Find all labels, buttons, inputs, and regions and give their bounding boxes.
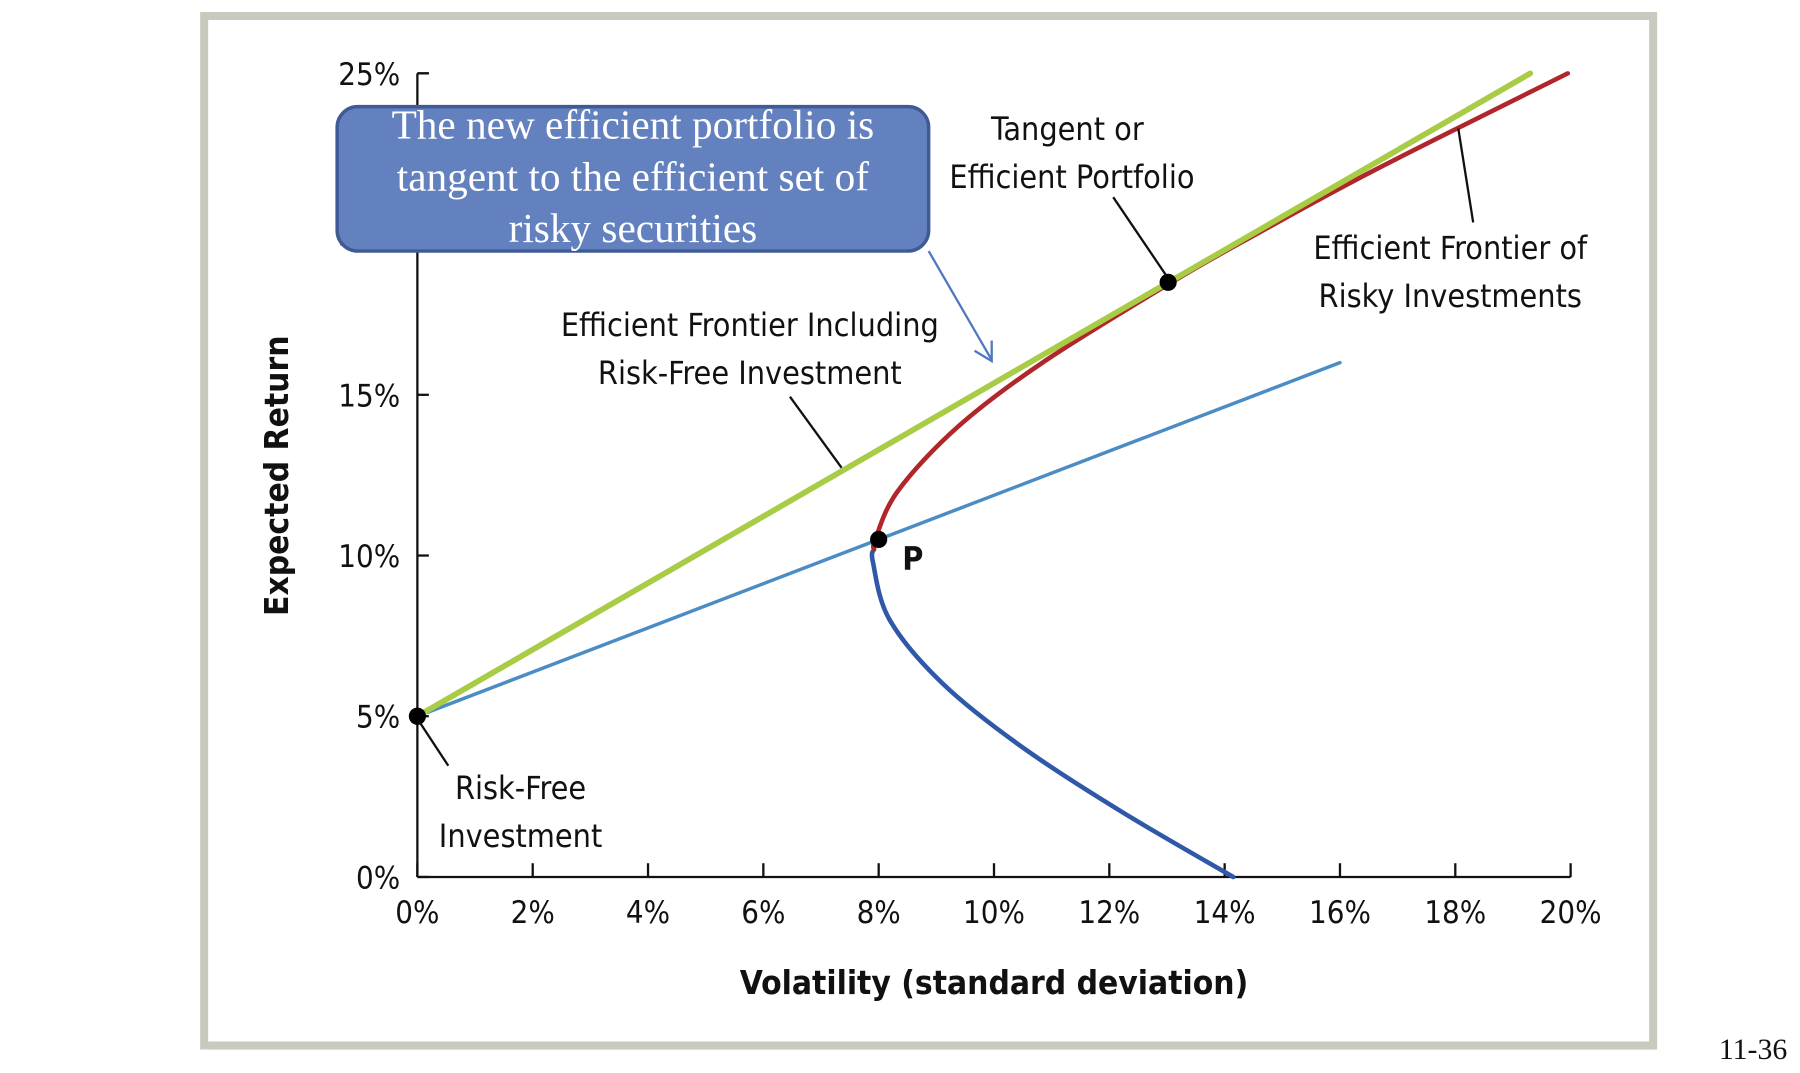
- x-tick-label: 2%: [511, 895, 555, 931]
- x-tick-label: 4%: [626, 895, 670, 931]
- page-number: 11-36: [1719, 1033, 1788, 1066]
- x-tick-label: 18%: [1424, 895, 1486, 931]
- annotation-frontier-risky-2: Risky Investments: [1319, 277, 1582, 315]
- y-tick-label: 15%: [338, 378, 400, 414]
- frontier-risky-leader: [1457, 128, 1475, 223]
- frontier-lower-curve: [869, 546, 1236, 880]
- callout-line-1: The new efficient portfolio is: [392, 102, 875, 148]
- tangent-leader: [1112, 196, 1167, 276]
- annotation-frontier-rf-2: Risk-Free Investment: [598, 354, 902, 392]
- annotation-tangent-1: Tangent or: [990, 110, 1144, 148]
- callout-box: [335, 104, 931, 253]
- capital-line-tangent: [414, 70, 1534, 720]
- y-tick-label: 10%: [338, 539, 400, 575]
- x-tick-label: 12%: [1078, 895, 1140, 931]
- x-tick-label: 6%: [741, 895, 785, 931]
- y-tick-label: 25%: [338, 57, 400, 93]
- callout-line-3: risky securities: [509, 205, 758, 251]
- annotation-frontier-risky-1: Efficient Frontier of: [1313, 229, 1588, 267]
- x-tick-label: 16%: [1309, 895, 1371, 931]
- frontier-upper-curve: [870, 71, 1571, 552]
- y-axis-label: Expected Return: [257, 336, 296, 616]
- y-tick-label: 0%: [356, 860, 400, 896]
- x-tick-label: 14%: [1194, 895, 1256, 931]
- callout-arrow: [927, 250, 993, 361]
- y-tick-label: 5%: [356, 700, 400, 736]
- x-tick-label: 20%: [1540, 895, 1602, 931]
- callout-line-2: tangent to the efficient set of: [397, 153, 870, 199]
- annotation-tangent-2: Efficient Portfolio: [949, 158, 1194, 196]
- frontier-rf-leader: [789, 395, 843, 469]
- x-axis-label: Volatility (standard deviation): [740, 963, 1248, 1002]
- risk-free-leader: [418, 721, 450, 767]
- callout-arrowhead: [973, 340, 993, 364]
- x-tick-label: 10%: [963, 895, 1025, 931]
- x-tick-label: 8%: [857, 895, 901, 931]
- tangent-portfolio-point: [1159, 273, 1177, 291]
- annotation-p: P: [902, 540, 923, 578]
- annotation-frontier-rf-1: Efficient Frontier Including: [561, 306, 939, 344]
- annotation-risk-free-2: Investment: [439, 817, 602, 855]
- x-tick-label: 0%: [395, 895, 439, 931]
- portfolio-p-point: [870, 530, 888, 549]
- chart: 0%2%4%6%8%10%12%14%16%18%20%0%5%10%15%20…: [338, 57, 1601, 931]
- risk-free-point: [408, 707, 426, 725]
- annotation-risk-free-1: Risk-Free: [455, 769, 586, 807]
